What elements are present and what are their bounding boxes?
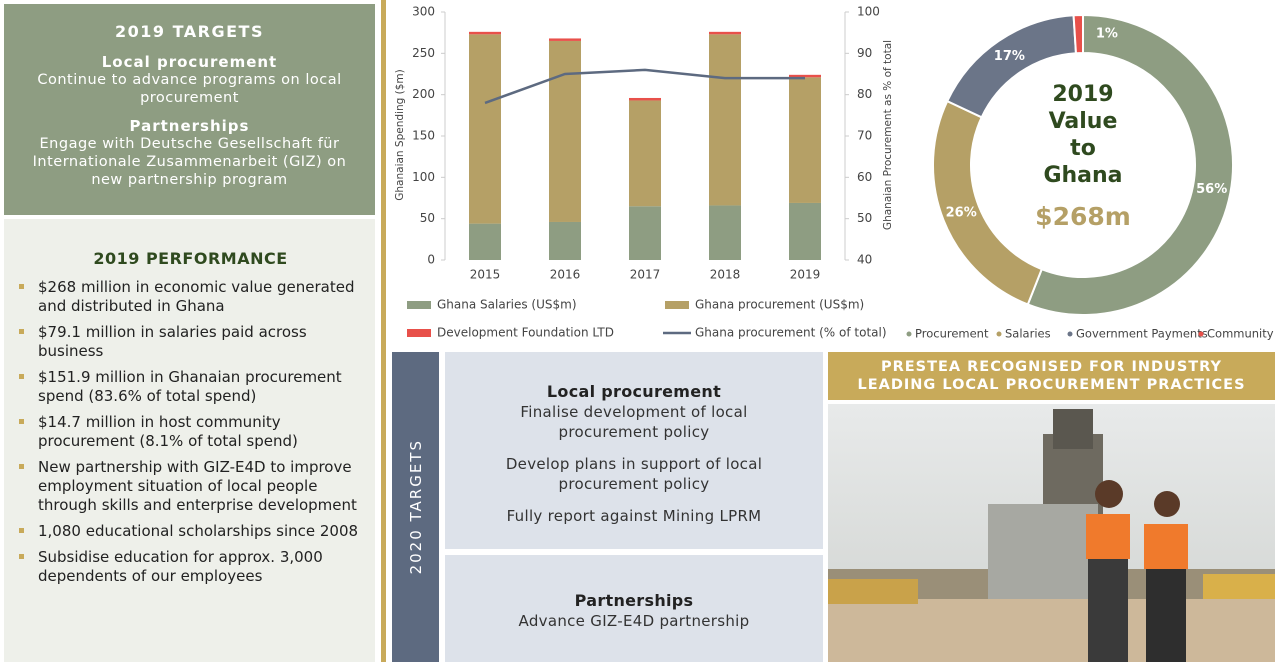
x-tick-label: 2019 [790,268,821,282]
value-label: 1% [1096,27,1118,42]
legend-label: Ghana procurement (US$m) [695,298,864,312]
bar-segment [629,100,661,206]
donut-center-value: $268m [1035,202,1131,231]
legend-label: Development Foundation LTD [437,326,614,340]
y2-tick-label: 70 [857,129,872,143]
y2-tick-label: 50 [857,211,872,225]
donut-slice [933,101,1042,304]
x-tick-label: 2015 [470,268,501,282]
y-axis-title: Ghanaian Spending ($m) [394,69,406,200]
y-tick-label: 200 [412,87,435,101]
y2-tick-label: 100 [857,5,880,19]
legend-label: Ghana Salaries (US$m) [437,298,577,312]
donut-title: Ghana [1043,163,1122,188]
y2-tick-label: 40 [857,253,872,267]
page: 2019 TARGETS Local procurement Continue … [0,0,1279,662]
legend-swatch [1199,332,1204,337]
y-tick-label: 50 [420,211,435,225]
y-tick-label: 250 [412,46,435,60]
legend-swatch [407,301,431,309]
legend-swatch [1068,332,1073,337]
bar-segment [469,32,501,34]
donut-title: Value [1049,109,1118,134]
y2-axis-title: Ghanaian Procurement as % of total [882,40,894,230]
legend-label: Government Payments [1076,327,1208,341]
legend-swatch [907,332,912,337]
y-tick-label: 0 [427,253,435,267]
value-label: 17% [994,49,1025,64]
legend-swatch [997,332,1002,337]
bar-segment [469,224,501,260]
y-tick-label: 300 [412,5,435,19]
x-tick-label: 2016 [550,268,581,282]
legend-swatch [407,329,431,337]
bar-segment [789,203,821,260]
y-tick-label: 100 [412,170,435,184]
donut-title: 2019 [1052,82,1113,107]
bar-segment [629,98,661,100]
y2-tick-label: 60 [857,170,872,184]
bar-segment [549,222,581,260]
x-tick-label: 2017 [630,268,661,282]
bar-segment [709,32,741,34]
bar-segment [789,77,821,203]
y-tick-label: 150 [412,129,435,143]
y2-tick-label: 90 [857,46,872,60]
bar-segment [709,205,741,260]
x-tick-label: 2018 [710,268,741,282]
legend-swatch [665,301,689,309]
charts: 0 50 100 150 200 250 300 40 50 60 70 80 90 100 Ghanaia… [0,0,1279,662]
legend-label: Procurement [915,327,989,341]
legend-label: Community [1207,327,1274,341]
bar-segment [549,41,581,222]
bar-segment [469,34,501,223]
donut-title: to [1070,136,1096,161]
legend-label: Salaries [1005,327,1051,341]
bar-segment [709,34,741,205]
y2-tick-label: 80 [857,87,872,101]
bar-segment [549,38,581,40]
legend-label: Ghana procurement (% of total) [695,326,887,340]
donut-slice [1074,15,1083,53]
bar-segment [629,206,661,260]
value-label: 26% [946,206,977,221]
value-label: 56% [1196,182,1227,197]
